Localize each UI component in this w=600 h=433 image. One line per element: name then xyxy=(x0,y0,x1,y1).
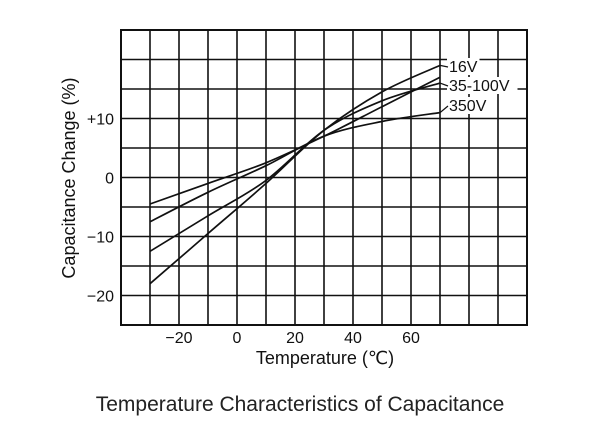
x-tick-label: 60 xyxy=(402,330,420,347)
x-tick-label: 20 xyxy=(286,330,304,347)
series-label-leader xyxy=(439,82,449,87)
y-axis-label: Capacitance Change (%) xyxy=(59,77,79,278)
series-label-background xyxy=(447,97,489,114)
x-tick-label: −20 xyxy=(165,330,192,347)
series-label-background xyxy=(447,58,480,75)
plot-border xyxy=(120,29,528,326)
series-label-leader xyxy=(439,64,449,68)
y-tick-label: 0 xyxy=(105,171,114,188)
x-tick-label: 40 xyxy=(344,330,362,347)
x-axis-label: Temperature (℃) xyxy=(256,348,394,368)
series-label: 16V xyxy=(449,59,478,76)
y-tick-label: −10 xyxy=(87,230,114,247)
series-label-leader xyxy=(439,105,449,114)
x-tick-label: 0 xyxy=(233,330,242,347)
series-label: 35-100V xyxy=(449,78,510,95)
series-label-background xyxy=(447,77,518,94)
chart-title: Temperature Characteristics of Capacitan… xyxy=(95,393,505,416)
series-label: 350V xyxy=(449,98,487,115)
y-tick-label: −20 xyxy=(87,289,114,306)
y-tick-label: +10 xyxy=(87,112,114,129)
series-line-4 xyxy=(149,76,441,205)
series-line-2 xyxy=(149,82,441,253)
